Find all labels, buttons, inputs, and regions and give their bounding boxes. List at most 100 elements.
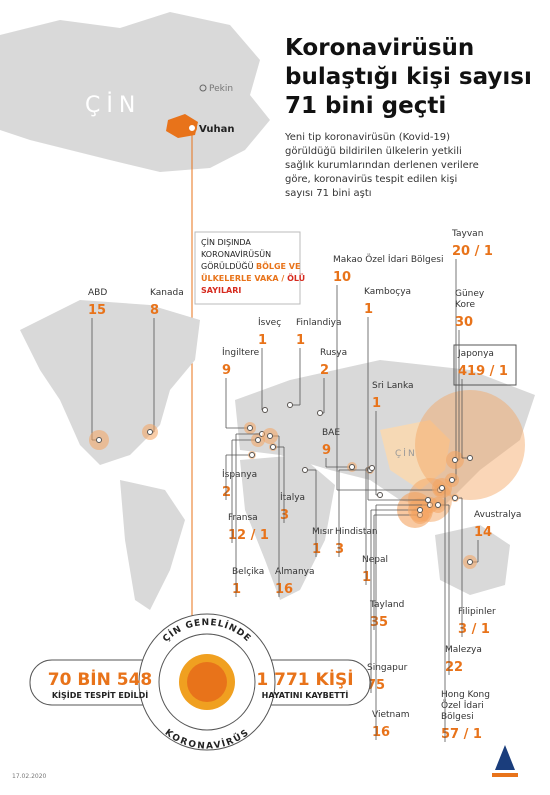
dot: [467, 455, 473, 461]
deaths-label: HAYATINI KAYBETTİ: [262, 690, 349, 700]
dot: [349, 464, 355, 470]
legend-frame: [194, 231, 301, 305]
country-figure: 14: [474, 525, 492, 540]
description: görüldüğü bildirilen ülkelerin yetkili: [285, 145, 462, 157]
country-name: Kamboçya: [364, 287, 411, 297]
country-name: Bölgesi: [441, 712, 474, 722]
dot: [317, 410, 323, 416]
country-name: Nepal: [362, 555, 388, 565]
country-figure: 1: [364, 302, 373, 317]
country-name: Kore: [455, 300, 475, 310]
logo-bar: [492, 773, 518, 777]
country-name: Tayvan: [451, 229, 483, 239]
pekin-dot: [199, 84, 207, 92]
legend-box: ÇİN DIŞINDA KORONAVİRÜSÜN GÖRÜLDÜĞÜ BÖLG…: [194, 231, 305, 305]
dot: [439, 485, 445, 491]
dot: [96, 437, 102, 443]
country-name: Fransa: [228, 513, 258, 523]
country-labels: ABD 15 Kanada 8 İsveç 1 Finlandiya 1 İngiltere 9 R…: [88, 229, 521, 742]
china-map: ÇİN Pekin Vuhan: [0, 12, 270, 640]
dot: [270, 444, 276, 450]
country-figure: 9: [322, 443, 331, 458]
country-figure: 3 / 1: [458, 622, 490, 637]
title: bulaştığı kişi sayısı: [285, 64, 532, 90]
dot: [287, 402, 293, 408]
country-name: İsveç: [258, 317, 281, 328]
dot: [435, 502, 441, 508]
dot: [449, 477, 455, 483]
dot: [247, 425, 253, 431]
country-figure: 3: [280, 508, 289, 523]
logo: [492, 745, 518, 777]
dot: [425, 497, 431, 503]
date: 17.02.2020: [12, 773, 47, 780]
country-figure: 9: [222, 363, 231, 378]
bubble: [415, 390, 525, 500]
country-name: Vietnam: [372, 710, 410, 720]
country-name: Finlandiya: [296, 318, 342, 328]
summary: ÇİN GENELİNDE KORONAVİRÜS 70 BİN 548 KİŞ…: [29, 613, 371, 752]
country-figure: 8: [150, 303, 159, 318]
country-name: Rusya: [320, 348, 347, 358]
china-shape: [0, 12, 270, 172]
legend-text: BÖLGE VE: [256, 261, 300, 271]
country-label: ÇİN: [85, 92, 141, 118]
country-name: BAE: [322, 428, 340, 438]
legend-text: GÖRÜLDÜĞÜ: [201, 260, 256, 271]
africa: [240, 455, 335, 600]
legend-text: GÖRÜLDÜĞÜ BÖLGE VE: [201, 260, 300, 271]
description: göre, koronavirüs tespit edilen kişi: [285, 174, 457, 185]
country-figure: 1: [296, 333, 305, 348]
country-figure: 2: [320, 363, 329, 378]
country-figure: 22: [445, 660, 463, 675]
country-name: Belçika: [232, 567, 264, 577]
country-figure: 1: [372, 396, 381, 411]
logo-mark: [495, 745, 515, 770]
country-figure: 35: [370, 615, 388, 630]
cases-label: KİŞİDE TESPİT EDİLDİ: [52, 690, 148, 700]
country-figure: 57 / 1: [441, 727, 482, 742]
description: sayısı 71 bini aştı: [285, 188, 372, 199]
dot: [377, 492, 383, 498]
title: 71 bini geçti: [285, 93, 446, 119]
legend-text: SAYILARI: [201, 286, 241, 295]
country-figure: 15: [88, 303, 106, 318]
country-name: Makao Özel İdari Bölgesi: [333, 254, 444, 265]
country-name: İtalya: [280, 492, 305, 503]
legend-text: ÜLKELERLE VAKA / ÖLÜ: [201, 273, 305, 283]
country-name: ABD: [88, 288, 107, 298]
country-figure: 2: [222, 485, 231, 500]
legend-text: ÜLKELERLE VAKA /: [201, 273, 287, 283]
country-name: İngiltere: [222, 347, 260, 358]
country-figure: 1: [362, 570, 371, 585]
dot: [467, 559, 473, 565]
country-name: Sri Lanka: [372, 381, 414, 391]
country-name: Hindistan: [335, 527, 378, 537]
country-name: Avustralya: [474, 510, 521, 520]
country-name: Özel İdari: [441, 700, 484, 711]
country-name: Hong Kong: [441, 690, 490, 700]
country-figure: 12 / 1: [228, 528, 269, 543]
dot: [369, 465, 375, 471]
virus-core: [187, 662, 227, 702]
description: Yeni tip koronavirüsün (Kovid-19): [284, 132, 450, 143]
dot: [249, 452, 255, 458]
country-name: Kanada: [150, 288, 184, 298]
country-figure: 16: [275, 582, 293, 597]
legend-text: ÖLÜ: [287, 273, 305, 283]
country-name: Singapur: [367, 663, 408, 673]
south-america: [120, 480, 185, 610]
country-figure: 3: [335, 542, 344, 557]
country-name: Filipinler: [458, 607, 496, 617]
country-figure: 30: [455, 315, 473, 330]
country-figure: 1: [312, 542, 321, 557]
title: Koronavirüsün: [285, 35, 474, 61]
highlight-box: [453, 344, 517, 386]
country-name: Almanya: [275, 567, 315, 577]
world-china-label: ÇİN: [395, 448, 417, 459]
dot: [267, 433, 273, 439]
dot: [262, 407, 268, 413]
city-label: Vuhan: [199, 124, 235, 135]
country-name: Mısır: [312, 527, 333, 537]
